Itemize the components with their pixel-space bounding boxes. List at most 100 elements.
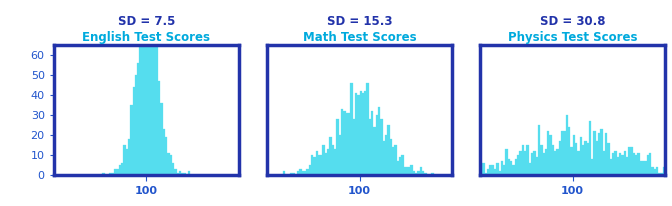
Bar [401, 155, 403, 175]
Bar [306, 169, 308, 175]
Text: SD = 7.5: SD = 7.5 [118, 15, 175, 28]
Bar [292, 173, 294, 175]
Bar [640, 161, 642, 175]
Bar [505, 149, 508, 175]
Bar [161, 103, 163, 175]
Bar [415, 173, 417, 175]
Bar [369, 119, 371, 175]
Bar [290, 173, 292, 175]
Bar [382, 141, 385, 175]
Bar [651, 167, 654, 175]
Bar [540, 145, 542, 175]
Bar [374, 127, 376, 175]
Bar [529, 163, 531, 175]
Bar [165, 137, 167, 175]
Bar [571, 147, 573, 175]
Bar [169, 155, 172, 175]
Bar [552, 145, 554, 175]
Bar [343, 111, 345, 175]
Bar [644, 161, 646, 175]
Bar [542, 153, 545, 175]
Bar [345, 113, 348, 175]
Bar [387, 125, 390, 175]
Bar [499, 171, 501, 175]
Bar [376, 115, 378, 175]
Bar [633, 153, 635, 175]
Bar [396, 161, 399, 175]
Bar [550, 135, 552, 175]
Bar [593, 131, 596, 175]
Bar [132, 87, 135, 175]
Bar [378, 107, 380, 175]
Bar [494, 169, 496, 175]
Bar [177, 173, 179, 175]
Bar [566, 115, 568, 175]
Bar [489, 165, 491, 175]
Bar [577, 151, 579, 175]
Bar [501, 161, 503, 175]
Bar [517, 155, 519, 175]
Bar [413, 171, 415, 175]
Bar [508, 159, 510, 175]
Bar [102, 173, 105, 175]
Bar [394, 145, 396, 175]
Bar [568, 127, 571, 175]
Bar [188, 171, 190, 175]
Bar [135, 75, 137, 175]
Bar [297, 171, 299, 175]
Bar [353, 119, 355, 175]
Bar [554, 151, 556, 175]
Bar [325, 153, 327, 175]
Bar [283, 171, 286, 175]
Bar [638, 153, 640, 175]
Bar [156, 33, 158, 175]
Bar [654, 169, 656, 175]
Bar [358, 95, 360, 175]
Bar [121, 163, 123, 175]
Bar [332, 145, 334, 175]
Bar [362, 93, 364, 175]
Bar [348, 113, 350, 175]
Bar [628, 147, 630, 175]
Bar [327, 149, 329, 175]
Bar [626, 157, 628, 175]
Text: English Test Scores: English Test Scores [83, 31, 210, 44]
Bar [360, 91, 362, 175]
Bar [614, 151, 617, 175]
Bar [558, 141, 561, 175]
Bar [420, 167, 422, 175]
Bar [573, 135, 575, 175]
Bar [521, 145, 524, 175]
Bar [603, 151, 605, 175]
Bar [646, 155, 649, 175]
Bar [635, 155, 638, 175]
Bar [531, 153, 534, 175]
Bar [137, 63, 140, 175]
Bar [582, 145, 584, 175]
Bar [380, 119, 382, 175]
Bar [519, 151, 521, 175]
Bar [411, 165, 413, 175]
Bar [181, 173, 183, 175]
Bar [624, 151, 626, 175]
Bar [482, 163, 485, 175]
Bar [510, 161, 512, 175]
Bar [591, 159, 593, 175]
Text: Math Test Scores: Math Test Scores [302, 31, 417, 44]
Bar [179, 171, 181, 175]
Bar [589, 121, 591, 175]
Bar [163, 129, 165, 175]
Bar [545, 149, 547, 175]
Bar [158, 81, 161, 175]
Text: SD = 15.3: SD = 15.3 [327, 15, 392, 28]
Bar [503, 165, 505, 175]
Bar [341, 109, 343, 175]
Bar [656, 167, 659, 175]
Bar [142, 15, 144, 175]
Bar [140, 23, 142, 175]
Bar [337, 119, 339, 175]
Bar [422, 171, 425, 175]
Bar [556, 149, 558, 175]
Bar [311, 155, 313, 175]
Bar [316, 151, 318, 175]
